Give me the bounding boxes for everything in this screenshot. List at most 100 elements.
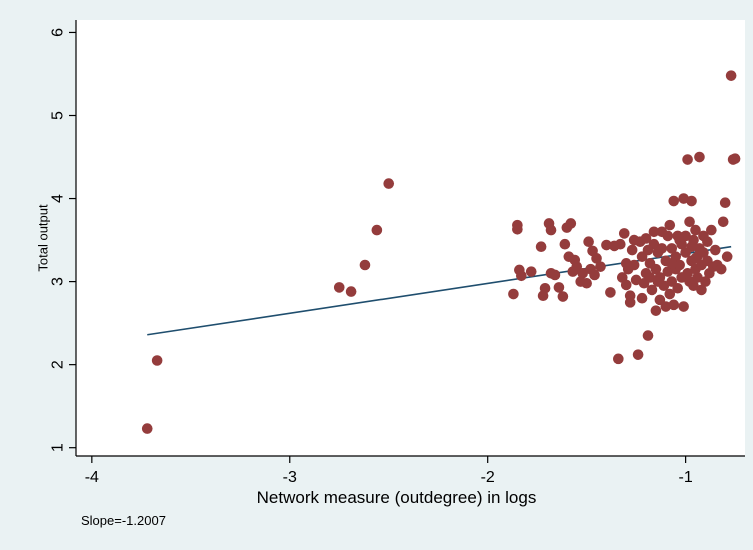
data-point (620, 258, 632, 269)
data-point (557, 291, 569, 302)
x-tick-label: -1 (679, 469, 693, 486)
slope-note: Slope=-1.2007 (81, 513, 166, 528)
data-point (706, 224, 717, 236)
data-point (628, 234, 640, 246)
y-tick-label: 6 (50, 28, 67, 37)
data-point (583, 236, 594, 248)
data-point (581, 277, 592, 289)
data-point (692, 272, 703, 283)
data-point (686, 195, 697, 207)
y-axis-title: Total output (36, 204, 51, 272)
data-point (565, 218, 577, 229)
data-point (684, 216, 695, 228)
data-point (618, 228, 630, 239)
data-point (539, 282, 551, 294)
data-point (589, 269, 600, 281)
data-point (650, 263, 662, 275)
data-point (595, 261, 606, 272)
data-point (664, 288, 676, 300)
data-point (642, 244, 654, 256)
data-point (535, 241, 547, 253)
y-tick-label: 5 (50, 111, 67, 120)
data-point (674, 259, 685, 271)
data-point (719, 197, 731, 209)
data-point (624, 290, 636, 302)
data-point (668, 195, 680, 207)
data-point (549, 269, 561, 281)
data-point (141, 423, 153, 434)
points-layer (141, 70, 741, 434)
data-point (559, 238, 571, 250)
data-point (601, 239, 612, 251)
data-point (698, 247, 709, 258)
data-point (702, 236, 713, 248)
data-point (717, 216, 729, 228)
x-tick-label: -4 (85, 469, 99, 486)
y-tick-label: 3 (50, 277, 67, 286)
data-point (664, 219, 676, 231)
data-point (668, 299, 680, 311)
data-point (666, 258, 678, 269)
data-point (632, 349, 644, 360)
data-point (682, 154, 693, 165)
data-point (656, 243, 668, 254)
data-point (636, 292, 648, 304)
data-point (383, 178, 395, 189)
y-tick-label: 2 (50, 360, 67, 369)
data-point (151, 355, 163, 366)
x-axis-title: Network measure (outdegree) in logs (257, 488, 537, 507)
data-point (650, 305, 662, 316)
data-point (682, 267, 693, 279)
data-point (333, 282, 345, 293)
data-point (371, 224, 383, 236)
data-point (660, 301, 672, 312)
data-point (512, 223, 523, 235)
data-point (662, 230, 674, 242)
x-tick-label: -2 (481, 469, 495, 486)
y-tick-label: 4 (50, 194, 67, 203)
data-point (626, 244, 638, 256)
data-point (678, 301, 689, 312)
data-point (729, 153, 741, 164)
data-point (646, 284, 658, 296)
data-point (516, 270, 527, 282)
data-point (620, 279, 632, 291)
data-point (644, 272, 656, 283)
data-point (694, 151, 705, 163)
data-point (666, 243, 678, 254)
data-point (553, 282, 565, 293)
data-point (715, 263, 727, 275)
data-point (630, 274, 642, 286)
data-point (508, 288, 519, 300)
data-point (710, 244, 721, 256)
data-point (725, 70, 737, 81)
x-tick-label: -3 (283, 469, 297, 486)
data-point (686, 241, 697, 253)
data-point (672, 282, 684, 294)
data-point (648, 226, 660, 238)
data-point (545, 224, 557, 236)
data-point (605, 287, 616, 298)
data-point (640, 233, 652, 244)
data-point (690, 253, 701, 264)
data-point (700, 276, 711, 287)
data-point (577, 267, 588, 279)
data-point (591, 253, 602, 264)
y-tick-label: 1 (50, 443, 67, 452)
data-point (688, 280, 699, 292)
data-point (652, 276, 664, 287)
data-point (628, 259, 640, 271)
data-point (345, 286, 357, 297)
data-point (613, 353, 624, 365)
data-point (696, 284, 707, 296)
data-point (615, 238, 626, 250)
data-point (721, 251, 733, 262)
data-point (359, 259, 371, 271)
data-point (674, 234, 685, 246)
data-point (525, 266, 537, 277)
ticks-layer: -4 -3 -2 -1 1 2 3 4 5 6 (50, 28, 693, 486)
data-point (642, 330, 654, 341)
data-point (690, 224, 701, 236)
